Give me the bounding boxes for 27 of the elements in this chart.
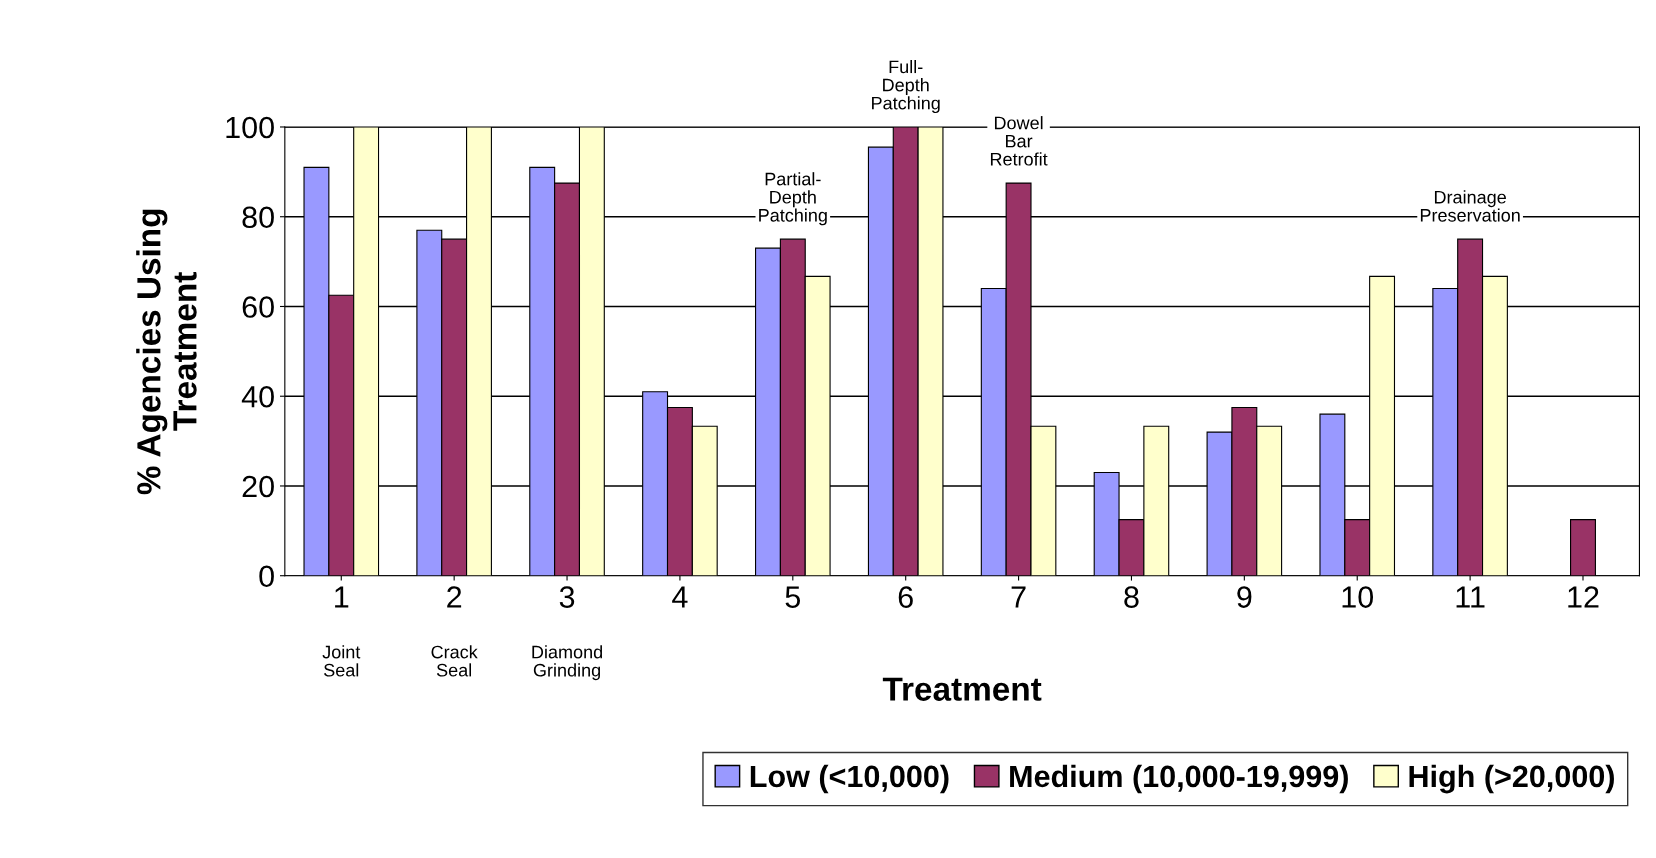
annotation: Full- Depth Patching — [872, 59, 940, 114]
x-tick-label: 12 — [1568, 586, 1599, 608]
x-tick-label: 6 — [898, 586, 913, 608]
x-tick-label: 9 — [1237, 586, 1252, 608]
legend-label: Low (<10,000) — [750, 764, 949, 794]
x-tick-label: 7 — [1011, 586, 1026, 608]
category-label: 3 Diamond Grinding — [532, 586, 603, 681]
y-tick-label: 40 — [241, 385, 274, 408]
annotation: Drainage Preservation — [1420, 190, 1520, 222]
category-label: 1 Joint Seal — [322, 586, 361, 677]
annotation: Dowel Bar Retrofit — [990, 116, 1048, 166]
legend-label: High (>20,000) — [1409, 764, 1614, 794]
y-tick-label: 20 — [242, 475, 274, 498]
y-tick-label: 80 — [242, 206, 274, 229]
x-tick-label: 11 — [1456, 586, 1485, 608]
x-tick-label: 5 — [785, 586, 801, 608]
y-tick-label: 100 — [226, 116, 274, 139]
category-label: 2 Crack Seal — [431, 586, 478, 677]
y-axis-title: % Agencies Using Treatment — [136, 209, 197, 495]
x-tick-label: 8 — [1124, 586, 1139, 608]
y-tick-label: 60 — [242, 296, 274, 318]
legend-label: Medium (10,000-19,999) — [1010, 764, 1348, 794]
x-tick-label: 4 — [672, 586, 688, 608]
annotation: Partial- Depth Patching — [759, 172, 827, 226]
x-tick-label: 10 — [1342, 586, 1374, 608]
x-axis-title: Treatment — [882, 677, 1042, 701]
y-tick-label: 0 — [259, 565, 274, 588]
